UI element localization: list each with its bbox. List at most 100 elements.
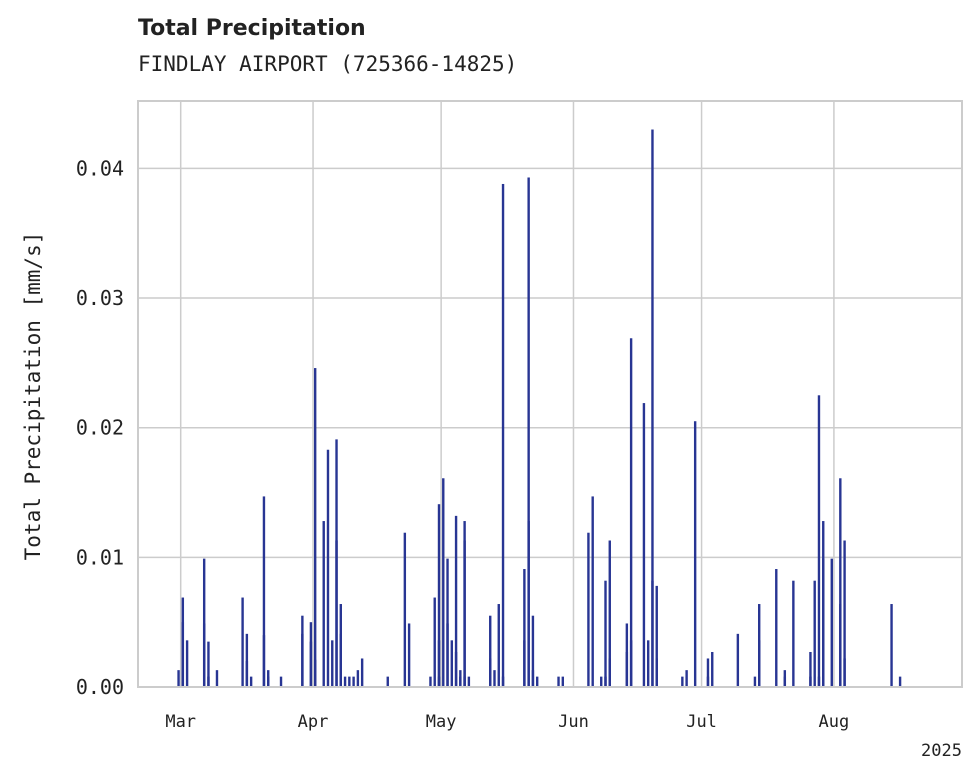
precipitation-bar [322,521,325,687]
precipitation-bar [185,640,189,687]
x-tick-label: Apr [298,712,329,732]
precipitation-bar [356,670,360,687]
precipitation-bar [898,676,902,687]
precipitation-bar [331,640,334,687]
precipitation-bar [267,676,270,687]
precipitation-bar [493,670,496,687]
grid-lines [138,101,962,688]
precipitation-bar [501,676,505,687]
y-tick-label: 0.03 [76,286,124,310]
year-label: 2025 [921,741,962,761]
precipitation-bar [711,651,714,687]
precipitation-bar [629,640,633,687]
precipitation-bar [809,651,812,687]
precipitation-bar [655,585,658,687]
precipitation-bar [407,623,411,687]
precipitation-bar [207,676,210,687]
y-tick-label: 0.02 [76,416,124,440]
precipitation-bar [830,558,833,687]
precipitation-bar [454,515,458,687]
precipitation-bar [501,183,505,687]
precipitation-bar [352,676,355,687]
precipitation-bar [360,658,364,687]
precipitation-bar [591,496,594,687]
x-tick-label: Jul [686,712,717,732]
precipitation-bar [685,670,688,687]
precipitation-bar [348,676,351,687]
precipitation-bar [463,676,466,687]
precipitation-bar [629,338,633,687]
precipitation-bar [706,658,710,687]
precipitation-bar [783,670,787,687]
precipitation-bar [809,676,812,687]
precipitation-bar [459,670,462,687]
y-tick-labels: 0.00 0.01 0.02 0.03 0.04 [76,156,124,699]
x-tick-label: May [426,712,457,732]
precipitation-bar [215,670,219,687]
precipitation-bar [642,403,646,687]
precipitation-bar [792,580,795,687]
precipitation-bar [437,676,441,687]
precipitation-bar [608,540,611,687]
precipitation-bar [651,129,654,688]
x-tick-label: Aug [819,712,850,732]
precipitation-bar [442,478,445,687]
precipitation-bar [202,558,206,687]
precipitation-bar [557,676,560,687]
precipitation-bar [600,676,603,687]
precipitation-bar [177,670,180,687]
precipitation-bar [429,676,432,687]
precipitation-bar [207,641,210,687]
x-tick-label: Mar [165,712,196,732]
precipitation-bar [301,615,304,687]
precipitation-bar [467,676,471,687]
precipitation-bar [202,623,206,687]
x-tick-label: Jun [558,712,589,732]
precipitation-bar [839,478,842,687]
precipitation-bar [309,641,313,687]
precipitation-bar [326,449,330,687]
y-axis-label: Total Precipitation [mm/s] [21,232,45,561]
precipitation-bar [262,635,266,687]
precipitation-bar [454,651,458,687]
precipitation-bar [736,633,740,687]
precipitation-bar [313,659,317,687]
precipitation-bar [839,604,842,687]
precipitation-bar [489,658,492,687]
precipitation-bar [531,670,535,687]
precipitation-bar [343,676,347,687]
precipitation-bar [843,658,846,687]
precipitation-bar [339,633,342,687]
precipitation-bar [279,676,283,687]
precipitation-bar [775,569,778,687]
x-tick-labels: Mar Apr May Jun Jul Aug [165,712,849,732]
precipitation-bar [655,658,658,687]
y-tick-label: 0.01 [76,545,124,569]
precipitation-bar [817,676,821,687]
precipitation-bar [843,540,846,687]
precipitation-bar [335,540,338,687]
precipitation-bar [386,676,389,687]
precipitation-bar [403,532,407,687]
precipitation-bar [813,580,816,687]
precipitation-bar [822,558,825,687]
precipitation-bar [523,569,526,687]
precipitation-bar [446,558,449,687]
y-tick-label: 0.00 [76,675,124,699]
precipitation-bar [693,421,697,687]
precipitation-bar [437,640,441,687]
precipitation-bar [433,597,436,687]
precipitation-bar [753,676,757,687]
precipitation-bar [646,640,650,687]
precipitation-bar [817,395,821,687]
precipitation-bar [535,676,539,687]
precipitation-bar [437,504,441,687]
plot-frame [137,100,963,688]
precipitation-bar [181,597,185,687]
chart-title: Total Precipitation [138,16,366,41]
precipitation-bar [249,676,253,687]
precipitation-bar [890,604,893,687]
precipitation-bar [489,615,492,687]
precipitation-bar [625,623,629,687]
precipitation-bar [758,640,761,687]
